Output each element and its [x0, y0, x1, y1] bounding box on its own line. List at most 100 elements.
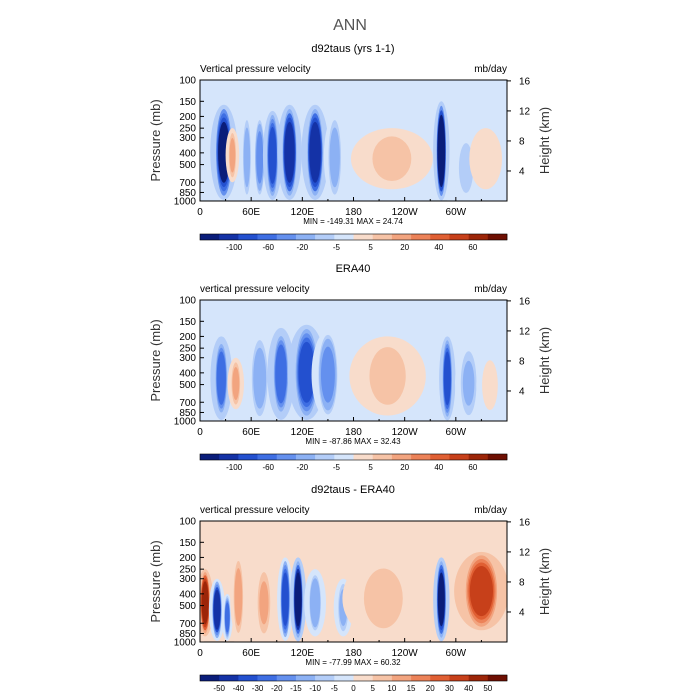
panel-1: d92taus (yrs 1-1)Vertical pressure veloc… [148, 43, 552, 252]
units-label: mb/day [474, 505, 507, 516]
contour-cell-7-4 [443, 351, 451, 406]
pressure-label-400: 400 [179, 368, 196, 379]
colorbar-label-4: 5 [368, 463, 373, 472]
contour-cell-6-4 [371, 350, 404, 402]
main-title: ANN [333, 17, 367, 34]
contour-cell-3-4 [256, 131, 264, 184]
colorbar-swatch-14 [468, 675, 489, 681]
colorbar-swatch-5 [295, 675, 316, 681]
colorbar-swatch-7 [334, 454, 354, 460]
contour-cell-8-4 [462, 360, 475, 406]
colorbar-label-10: 15 [407, 684, 416, 693]
colorbar-frame [199, 453, 508, 461]
colorbar-swatch-0 [200, 675, 220, 681]
pressure-label-850: 850 [179, 188, 196, 199]
colorbar-label-4: 5 [368, 243, 373, 252]
colorbar-label-13: 40 [464, 684, 473, 693]
lon-label-0: 0 [197, 648, 203, 659]
pressure-label-100: 100 [179, 517, 196, 528]
colorbar-swatch-13 [449, 675, 469, 681]
height-label-8: 8 [519, 577, 525, 588]
colorbar-swatch-3 [257, 454, 278, 460]
colorbar-swatch-10 [391, 234, 412, 240]
colorbar-swatch-13 [449, 454, 469, 460]
colorbar-swatch-2 [238, 234, 258, 240]
panel-title: ERA40 [336, 263, 371, 275]
contour-cell-2-4 [253, 351, 266, 405]
contour-cell-3-4 [234, 571, 242, 623]
units-label: mb/day [474, 64, 507, 75]
pressure-label-700: 700 [179, 398, 196, 409]
contour-cell-7-4 [330, 131, 340, 184]
lon-label-60W: 60W [446, 207, 467, 218]
lon-label-60E: 60E [242, 648, 260, 659]
contour-cell-10-4 [460, 148, 472, 188]
colorbar-swatch-2 [238, 675, 258, 681]
units-label: mb/day [474, 284, 507, 295]
colorbar-label-2: -30 [252, 684, 264, 693]
pressure-label-200: 200 [179, 553, 196, 564]
colorbar-swatch-13 [449, 234, 469, 240]
y-axis-label: Pressure (mb) [148, 99, 163, 181]
y2-axis-label: Height (km) [537, 548, 552, 615]
field [200, 300, 507, 421]
colorbar-label-0: -100 [226, 463, 243, 472]
colorbar-swatch-7 [334, 675, 354, 681]
colorbar-label-7: 60 [468, 243, 477, 252]
pressure-label-150: 150 [179, 317, 196, 328]
lon-label-180: 180 [345, 648, 362, 659]
lon-label-0: 0 [197, 427, 203, 438]
contour-cell-1-4 [232, 367, 240, 400]
colorbar-swatch-7 [334, 234, 354, 240]
contour-cell-4-4 [298, 341, 315, 403]
contour-cell-9-4 [437, 119, 445, 183]
field [200, 521, 507, 642]
colorbar-swatch-10 [391, 675, 412, 681]
colorbar-swatch-9 [372, 454, 393, 460]
pressure-label-300: 300 [179, 133, 196, 144]
contour-cell-3-4 [275, 344, 287, 404]
lon-label-120W: 120W [392, 648, 419, 659]
colorbar-label-12: 30 [445, 684, 454, 693]
colorbar-swatch-3 [257, 234, 278, 240]
contour-cell-5-4 [320, 346, 335, 403]
variable-label: Vertical pressure velocity [200, 64, 311, 75]
colorbar-swatch-10 [391, 454, 412, 460]
pressure-label-400: 400 [179, 589, 196, 600]
lon-label-60E: 60E [242, 207, 260, 218]
panel-title: d92taus - ERA40 [311, 484, 395, 496]
pressure-label-200: 200 [179, 332, 196, 343]
contour-cell-2-4 [224, 602, 230, 633]
lon-label-60E: 60E [242, 427, 260, 438]
min-max-text: MIN = -149.31 MAX = 24.74 [303, 217, 403, 226]
colorbar-swatch-1 [219, 234, 239, 240]
colorbar-label-6: 40 [434, 243, 443, 252]
colorbar-swatch-9 [372, 234, 393, 240]
colorbar-swatch-0 [200, 234, 220, 240]
colorbar-label-3: -20 [271, 684, 283, 693]
colorbar-swatch-2 [238, 454, 258, 460]
colorbar-label-5: 20 [400, 243, 409, 252]
pressure-label-250: 250 [179, 124, 196, 135]
lon-label-120E: 120E [291, 207, 315, 218]
contour-cell-1-4 [213, 589, 221, 630]
contour-cell-2-4 [244, 131, 250, 184]
pressure-label-1000: 1000 [174, 638, 197, 649]
pressure-label-150: 150 [179, 97, 196, 108]
contour-cell-11-4 [478, 139, 493, 179]
colorbar-label-7: 60 [468, 463, 477, 472]
pressure-label-100: 100 [179, 296, 196, 307]
lon-label-180: 180 [345, 207, 362, 218]
contour-cell-5-4 [281, 572, 289, 626]
colorbar-label-11: 20 [426, 684, 435, 693]
pressure-label-500: 500 [179, 160, 196, 171]
pressure-label-250: 250 [179, 565, 196, 576]
colorbar-swatch-6 [315, 675, 335, 681]
panel-2: ERA40 vertical pressure velocity mb/day 100… [148, 263, 552, 472]
height-label-16: 16 [519, 76, 531, 87]
pressure-label-250: 250 [179, 344, 196, 355]
y2-axis-label: Height (km) [537, 107, 552, 174]
height-label-8: 8 [519, 356, 525, 367]
pressure-label-400: 400 [179, 148, 196, 159]
